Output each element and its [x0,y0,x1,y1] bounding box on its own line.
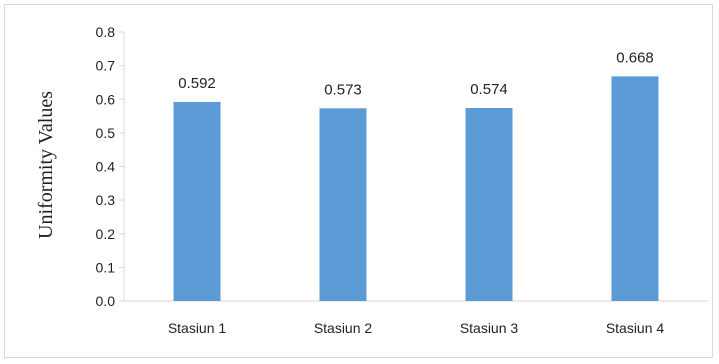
y-tick-label: 0.3 [96,192,116,208]
data-label: 0.573 [324,81,362,98]
plot-area: 0.0 0.1 0.2 0.3 0.4 0.5 0.6 0.7 0.8 0.592 Stasiun … [96,24,708,336]
y-tick-label: 0.4 [96,159,116,175]
bar [319,108,367,301]
y-tick-label: 0.5 [96,125,116,141]
bar [465,107,513,302]
data-label: 0.668 [616,49,654,66]
x-tick-label: Stasiun 4 [606,320,665,336]
bar [611,76,659,301]
x-tick-label: Stasiun 2 [314,320,373,336]
chart-frame: Uniformity Values 0.0 0.1 0.2 0.3 0.4 0.5 0.6 0… [4,4,713,358]
y-tick-label: 0.6 [96,91,116,107]
y-tick-label: 0.7 [96,58,116,74]
y-tick-label: 0.1 [96,259,116,275]
y-tick-label: 0.0 [96,293,116,309]
x-tick-label: Stasiun 3 [460,320,519,336]
bar [173,101,221,301]
bar-chart: Uniformity Values 0.00.10.20.30.40.50.60… [35,24,708,336]
data-label: 0.574 [470,81,508,98]
y-tick-label: 0.8 [96,24,116,40]
y-axis-title: Uniformity Values [35,91,57,239]
data-label: 0.592 [178,75,216,92]
x-tick-label: Stasiun 1 [168,320,227,336]
y-tick-label: 0.2 [96,226,116,242]
